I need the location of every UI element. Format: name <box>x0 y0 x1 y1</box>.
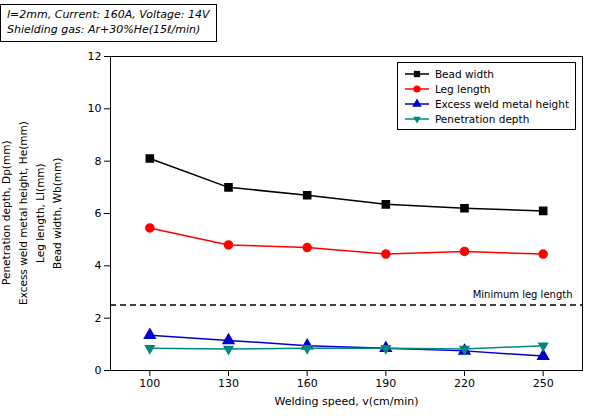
svg-text:100: 100 <box>139 377 160 390</box>
svg-text:10: 10 <box>88 102 102 115</box>
svg-text:Minimum leg length: Minimum leg length <box>473 289 573 300</box>
html-text:l=2mm, Current: 160A, Voltage:: l=2mm, Current: 160A, Voltage: 14V <box>7 8 210 21</box>
html-text:Bead width, Wb(mm): Bead width, Wb(mm) <box>51 157 63 269</box>
html-text:Penetration depth, Dp(mm): Penetration depth, Dp(mm) <box>0 140 12 286</box>
svg-text:0: 0 <box>95 364 102 377</box>
html-text:Bead width: Bead width <box>434 67 494 80</box>
svg-text:Welding speed, v(cm/min): Welding speed, v(cm/min) <box>274 395 418 408</box>
html-text:Penetration depth: Penetration depth <box>434 112 530 125</box>
html-text:Leg length, Ll(mm): Leg length, Ll(mm) <box>34 163 46 263</box>
html-text:Excess weld metal height: Excess weld metal height <box>434 97 569 110</box>
svg-text:130: 130 <box>218 377 239 390</box>
html-text:Leg length: Leg length <box>434 82 491 95</box>
svg-text:220: 220 <box>454 377 475 390</box>
svg-text:2: 2 <box>95 312 102 325</box>
svg-text:6: 6 <box>95 207 102 220</box>
svg-text:12: 12 <box>88 50 102 63</box>
svg-text:250: 250 <box>533 377 554 390</box>
svg-text:4: 4 <box>95 259 102 272</box>
svg-text:8: 8 <box>95 155 102 168</box>
html-text:Excess weld metal height, He(m: Excess weld metal height, He(mm) <box>17 121 29 305</box>
svg-text:160: 160 <box>297 377 318 390</box>
svg-text:190: 190 <box>375 377 396 390</box>
html-text:Shielding gas: Ar+30%He(15ℓ/mi: Shielding gas: Ar+30%He(15ℓ/min) <box>7 22 201 36</box>
